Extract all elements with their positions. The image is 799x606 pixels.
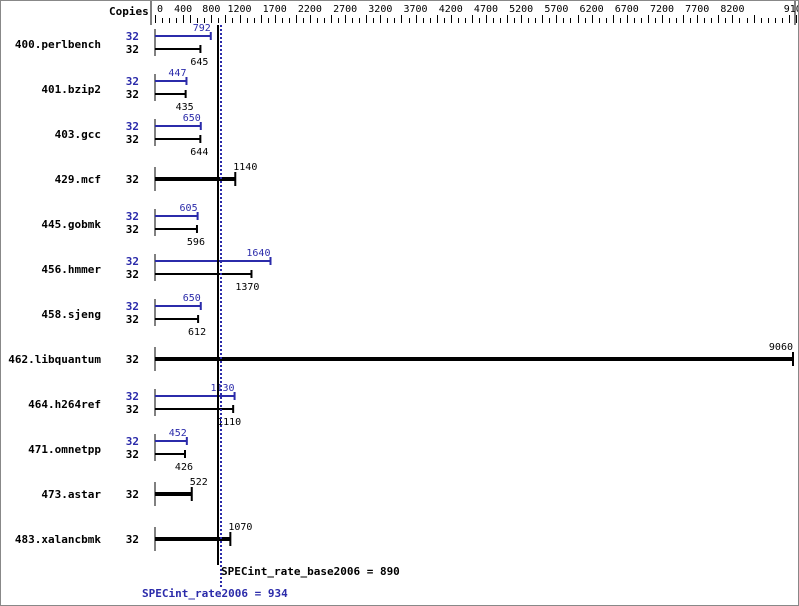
base-value-label: 612 (188, 327, 206, 338)
peak-copies: 32 (126, 255, 139, 268)
axis-tick-label: 800 (202, 4, 220, 15)
peak-reference-label: SPECint_rate2006 = 934 (142, 587, 288, 600)
axis-tick-label: 8200 (720, 4, 744, 15)
base-copies: 32 (126, 268, 139, 281)
peak-value-label: 1130 (210, 383, 234, 394)
peak-value-label: 447 (168, 68, 186, 79)
peak-copies: 32 (126, 75, 139, 88)
axis-tick-label: 1200 (227, 4, 251, 15)
benchmark-label: 473.astar (41, 488, 101, 501)
peak-value-label: 452 (169, 428, 187, 439)
base-value-label: 644 (190, 147, 208, 158)
base-value-label: 1140 (233, 162, 257, 173)
peak-copies: 32 (126, 300, 139, 313)
base-copies: 32 (126, 448, 139, 461)
base-value-label: 426 (175, 462, 193, 473)
base-copies: 32 (126, 223, 139, 236)
base-copies: 32 (126, 403, 139, 416)
copies-header: Copies (109, 5, 149, 18)
base-value-label: 596 (187, 237, 205, 248)
base-value-label: 522 (190, 477, 208, 488)
benchmark-label: 458.sjeng (41, 308, 101, 321)
axis-tick-label: 4700 (474, 4, 498, 15)
axis-tick-label: 9100 (784, 4, 798, 15)
axis-tick-label: 2200 (298, 4, 322, 15)
benchmark-label: 456.hmmer (41, 263, 101, 276)
peak-value-label: 650 (183, 293, 201, 304)
peak-value-label: 792 (193, 23, 211, 34)
benchmark-label: 400.perlbench (15, 38, 101, 51)
peak-value-label: 650 (183, 113, 201, 124)
axis-tick-label: 2700 (333, 4, 357, 15)
peak-copies: 32 (126, 390, 139, 403)
base-value-label: 435 (176, 102, 194, 113)
base-copies: 32 (126, 353, 139, 366)
peak-copies: 32 (126, 30, 139, 43)
peak-copies: 32 (126, 120, 139, 133)
benchmark-label: 483.xalancbmk (15, 533, 101, 546)
axis-tick-label: 400 (174, 4, 192, 15)
benchmark-label: 445.gobmk (41, 218, 101, 231)
base-copies: 32 (126, 313, 139, 326)
axis-tick-label: 3200 (368, 4, 392, 15)
peak-copies: 32 (126, 210, 139, 223)
benchmark-label: 403.gcc (55, 128, 101, 141)
peak-value-label: 1640 (246, 248, 270, 259)
axis-tick-label: 7700 (685, 4, 709, 15)
axis-tick-label: 0 (157, 4, 163, 15)
axis-tick-label: 5200 (509, 4, 533, 15)
axis-tick-label: 6200 (580, 4, 604, 15)
peak-copies: 32 (126, 435, 139, 448)
axis-tick-label: 3700 (404, 4, 428, 15)
benchmark-label: 429.mcf (55, 173, 101, 186)
benchmark-label: 401.bzip2 (41, 83, 101, 96)
base-value-label: 645 (190, 57, 208, 68)
base-copies: 32 (126, 488, 139, 501)
axis-tick-label: 5700 (544, 4, 568, 15)
benchmark-label: 471.omnetpp (28, 443, 101, 456)
base-copies: 32 (126, 43, 139, 56)
base-copies: 32 (126, 533, 139, 546)
base-reference-label: SPECint_rate_base2006 = 890 (221, 565, 400, 578)
base-value-label: 1370 (235, 282, 259, 293)
base-copies: 32 (126, 173, 139, 186)
axis-tick-label: 6700 (615, 4, 639, 15)
axis-tick-label: 7200 (650, 4, 674, 15)
peak-value-label: 605 (180, 203, 198, 214)
base-value-label: 9060 (769, 342, 793, 353)
base-copies: 32 (126, 133, 139, 146)
benchmark-label: 464.h264ref (28, 398, 101, 411)
base-value-label: 1110 (217, 417, 241, 428)
base-copies: 32 (126, 88, 139, 101)
base-value-label: 1070 (228, 522, 252, 533)
axis-tick-label: 1700 (263, 4, 287, 15)
axis-tick-label: 4200 (439, 4, 463, 15)
benchmark-label: 462.libquantum (8, 353, 101, 366)
